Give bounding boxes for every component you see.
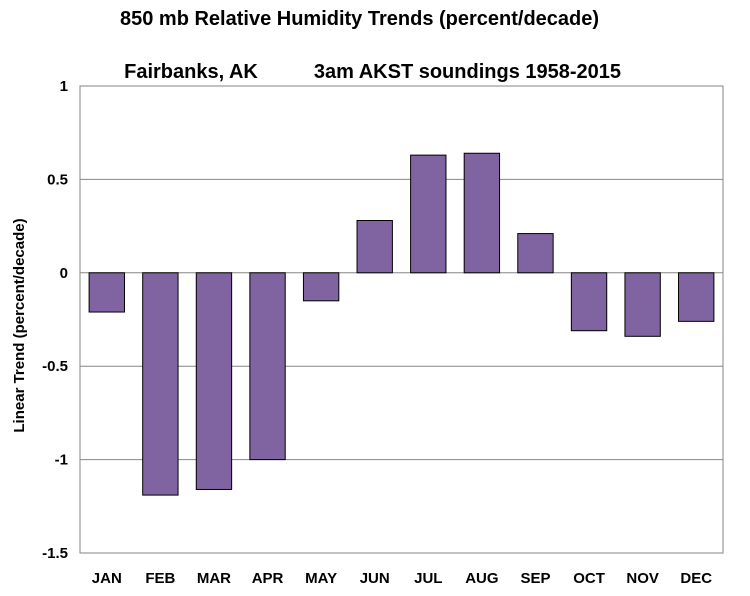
bar-nov	[624, 272, 661, 337]
bar-aug	[463, 152, 501, 274]
x-axis-tick-labels: JAN FEB MAR APR MAY JUN JUL AUG SEP OCT NOV DEC	[92, 570, 712, 587]
x-tick-label: NOV	[626, 570, 659, 587]
bar-jun	[356, 219, 393, 274]
x-tick-label: FEB	[145, 570, 175, 587]
x-tick-label: APR	[252, 570, 284, 587]
chart-title-line1: 850 mb Relative Humidity Trends (percent…	[120, 8, 600, 30]
x-tick-label: SEP	[520, 570, 550, 587]
x-tick-label: MAR	[197, 570, 231, 587]
bar-apr	[249, 272, 286, 461]
bar-series	[88, 152, 715, 496]
chart-title-station: Fairbanks, AK	[124, 61, 258, 83]
y-axis-tick-labels: 1 0.5 0 -0.5 -1 -1.5	[42, 78, 68, 562]
bar-jul	[410, 154, 447, 274]
x-tick-label: MAY	[305, 570, 337, 587]
bar-mar	[195, 272, 233, 490]
plot-area-border	[79, 85, 724, 554]
y-tick-label: 0	[60, 265, 68, 282]
bar-oct	[570, 272, 608, 332]
bar-feb	[142, 272, 179, 496]
bar-sep	[517, 233, 554, 274]
bar-jan	[88, 272, 125, 313]
x-tick-label: JUN	[360, 570, 390, 587]
x-tick-label: OCT	[573, 570, 605, 587]
y-tick-label: 1	[60, 78, 68, 95]
y-tick-label: 0.5	[47, 171, 68, 188]
y-tick-label: -1.5	[42, 545, 68, 562]
chart-title-period: 3am AKST soundings 1958-2015	[313, 61, 622, 83]
x-tick-label: AUG	[465, 570, 498, 587]
x-tick-label: JAN	[92, 570, 122, 587]
chart-title-line2: Fairbanks, AK 3am AKST soundings 1958-201…	[113, 38, 621, 84]
bar-may	[302, 272, 340, 302]
y-tick-label: -1	[55, 452, 68, 469]
bar-dec	[678, 272, 715, 322]
y-tick-label: -0.5	[42, 358, 68, 375]
x-tick-label: JUL	[414, 570, 442, 587]
x-tick-label: DEC	[680, 570, 712, 587]
y-axis-label: Linear Trend (percent/decade)	[11, 218, 28, 432]
